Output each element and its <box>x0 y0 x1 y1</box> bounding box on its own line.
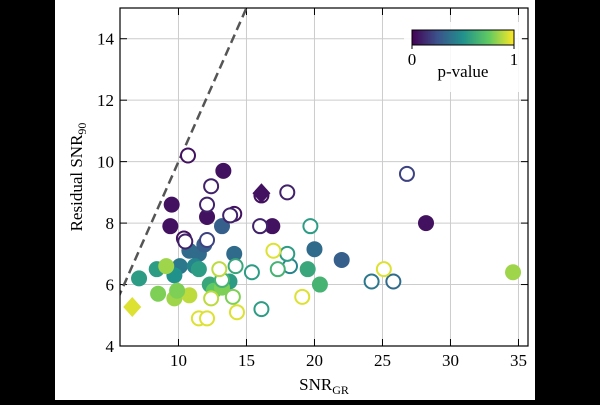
open-point <box>269 261 286 278</box>
y-tick-label: 14 <box>97 30 115 49</box>
colorbar-label: p-value <box>438 62 489 81</box>
y-tick-label: 12 <box>97 91 114 110</box>
open-point <box>199 231 216 248</box>
open-point <box>224 288 241 305</box>
open-point <box>227 258 244 275</box>
diamond-point <box>252 183 271 204</box>
filled-point <box>181 287 198 304</box>
y-tick-label: 8 <box>106 214 115 233</box>
filled-point <box>158 258 175 275</box>
x-axis-label: SNRGR <box>299 375 349 397</box>
open-point <box>243 264 260 281</box>
y-label-text: Residual SNR <box>67 134 86 231</box>
filled-point <box>226 245 243 262</box>
open-point <box>279 245 296 262</box>
colorbar-tick-label: 0 <box>408 50 417 69</box>
open-point <box>252 218 269 235</box>
x-label-text: SNR <box>299 375 333 394</box>
filled-point <box>162 218 179 235</box>
open-point <box>265 242 282 259</box>
open-point <box>211 261 228 278</box>
open-point <box>228 304 245 321</box>
filled-point <box>418 215 434 232</box>
open-point <box>385 273 402 290</box>
axes-frame <box>119 7 529 347</box>
filled-point <box>215 162 232 179</box>
x-tick-label: 20 <box>306 351 323 370</box>
plot-area <box>120 8 522 327</box>
y-label-sub: 90 <box>75 123 89 135</box>
filled-point <box>311 276 328 293</box>
diamond-point <box>123 296 142 317</box>
x-tick-label: 30 <box>442 351 459 370</box>
open-point <box>203 178 220 195</box>
x-tick-label: 10 <box>170 351 187 370</box>
filled-point <box>150 285 167 302</box>
open-point <box>398 165 415 182</box>
filled-point <box>306 241 323 258</box>
filled-point <box>169 282 186 299</box>
y-axis-label: Residual SNR90 <box>67 123 89 232</box>
filled-point <box>190 261 207 278</box>
y-tick-label: 4 <box>106 337 115 356</box>
filled-point <box>199 208 216 225</box>
open-point <box>302 218 319 235</box>
open-point <box>222 207 239 224</box>
open-point <box>375 261 392 278</box>
open-point <box>177 233 194 250</box>
open-point <box>199 310 216 327</box>
filled-point <box>299 261 316 278</box>
filled-point <box>505 264 522 281</box>
open-point <box>203 290 220 307</box>
x-tick-label: 35 <box>510 351 527 370</box>
open-point <box>294 288 311 305</box>
colorbar <box>411 29 515 46</box>
open-point <box>363 273 380 290</box>
y-tick-label: 10 <box>97 153 114 172</box>
colorbar-tick-label: 1 <box>510 50 519 69</box>
open-point <box>279 184 296 201</box>
y-tick-label: 6 <box>106 276 115 295</box>
filled-point <box>131 270 148 287</box>
filled-point <box>264 218 281 235</box>
x-tick-label: 15 <box>238 351 255 370</box>
filled-point <box>333 251 350 268</box>
filled-point <box>163 196 180 213</box>
x-tick-label: 25 <box>374 351 391 370</box>
open-point <box>180 147 196 164</box>
open-point <box>253 301 270 318</box>
x-label-sub: GR <box>332 383 349 397</box>
open-point <box>199 196 216 213</box>
